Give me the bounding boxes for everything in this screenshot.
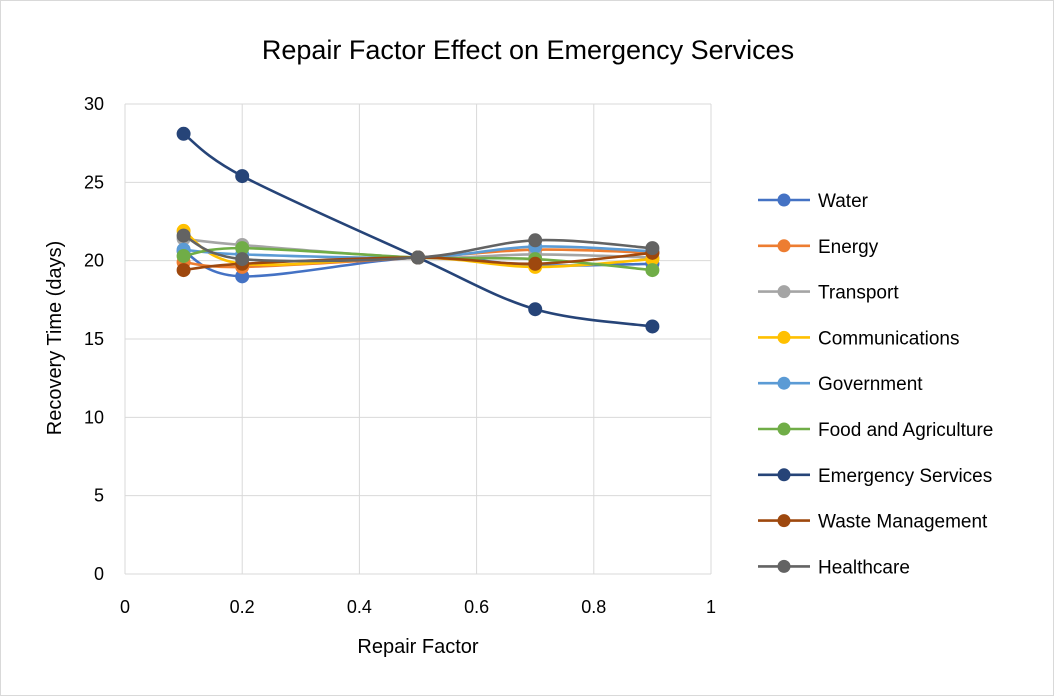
legend-label: Water [818,191,869,212]
data-point-food-and-agriculture [645,263,660,278]
data-point-emergency-services [528,302,543,317]
data-point-healthcare [411,250,425,265]
legend-item-transport: Transport [758,283,899,304]
legend-label: Food and Agriculture [818,420,993,441]
y-axis-ticks: 0 5 10 15 20 25 30 [84,94,104,584]
data-point-emergency-services [645,319,660,334]
x-axis-ticks: 0 0.2 0.4 0.6 0.8 1 [120,597,716,617]
legend-item-communications: Communications [758,328,960,349]
y-tick-label: 25 [84,172,104,192]
y-tick-label: 0 [94,564,104,584]
legend-swatch-marker [777,239,791,253]
x-tick-label: 0.8 [581,597,606,617]
legend-item-healthcare: Healthcare [758,557,910,578]
y-tick-label: 20 [84,251,104,271]
series-line-emergency-services [182,132,654,328]
y-tick-label: 15 [84,329,104,349]
x-tick-label: 0.6 [464,597,489,617]
data-point-waste-management [528,256,543,271]
data-point-food-and-agriculture [176,248,191,263]
legend-swatch-marker [777,193,791,207]
y-tick-label: 5 [94,486,104,506]
legend-label: Waste Management [818,512,988,533]
data-point-emergency-services [235,169,250,184]
legend-swatch-marker [777,468,791,482]
legend-swatch-marker [777,559,791,573]
legend-item-emergency-services: Emergency Services [758,466,992,487]
grid-lines [124,103,712,575]
x-tick-label: 1 [706,597,716,617]
data-point-healthcare [235,252,250,267]
legend-swatch-marker [777,330,791,344]
y-tick-label: 30 [84,94,104,114]
legend-swatch-marker [777,422,791,436]
x-tick-label: 0.2 [230,597,255,617]
legend-label: Communications [818,328,960,349]
legend-item-government: Government [758,374,923,395]
legend-label: Transport [818,283,899,304]
data-point-waste-management [176,263,191,278]
legend-label: Emergency Services [818,466,992,487]
series-healthcare [176,228,660,267]
data-point-healthcare [176,228,191,243]
data-point-healthcare [528,233,543,248]
legend-item-water: Water [758,191,869,212]
x-axis-title: Repair Factor [357,636,478,658]
data-point-emergency-services [176,126,191,141]
legend-item-waste-management: Waste Management [758,512,988,533]
series-layer [176,126,660,334]
legend-swatch-marker [777,285,791,299]
legend-label: Healthcare [818,557,910,578]
data-point-healthcare [645,241,660,256]
legend: Water Energy Transport Communications Govern… [758,191,993,578]
x-tick-label: 0 [120,597,130,617]
y-tick-label: 10 [84,407,104,427]
series-emergency-services [176,126,660,334]
y-axis-title: Recovery Time (days) [44,241,66,436]
legend-swatch-marker [777,376,791,390]
legend-label: Energy [818,237,879,258]
legend-item-food-and-agriculture: Food and Agriculture [758,420,993,441]
x-tick-label: 0.4 [347,597,372,617]
chart-title: Repair Factor Effect on Emergency Servic… [262,35,794,65]
legend-item-energy: Energy [758,237,879,258]
legend-swatch-marker [777,514,791,528]
legend-label: Government [818,374,923,395]
